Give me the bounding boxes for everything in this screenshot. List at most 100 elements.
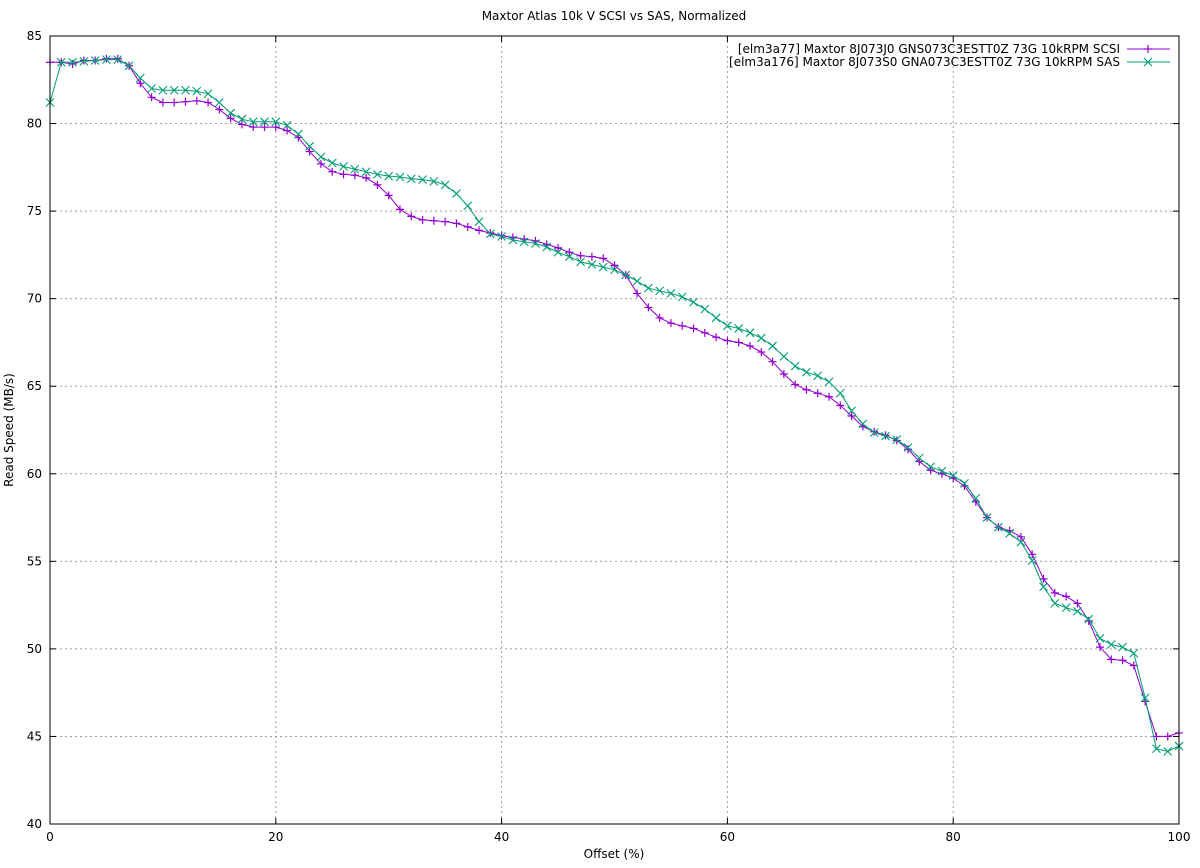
data-point [102, 55, 111, 65]
data-point [102, 54, 111, 63]
data-point [847, 411, 856, 420]
data-point [791, 380, 800, 389]
data-point [1118, 656, 1127, 665]
data-point [1129, 648, 1139, 658]
data-point [1039, 582, 1048, 592]
y-tick-label: 80 [27, 117, 42, 131]
data-point [192, 86, 202, 96]
data-point [598, 262, 608, 272]
data-point [497, 232, 506, 241]
data-point [406, 174, 416, 184]
data-point [553, 247, 563, 257]
data-point [565, 248, 574, 257]
series-sas [45, 55, 1184, 756]
data-point [1118, 642, 1127, 652]
data-point [621, 270, 631, 280]
x-tick-label: 0 [46, 830, 54, 844]
data-point [813, 389, 822, 398]
data-point [892, 436, 901, 445]
data-point [226, 108, 236, 118]
data-point [316, 152, 326, 162]
data-point [926, 462, 936, 472]
data-point [734, 324, 744, 333]
data-point [1005, 528, 1015, 538]
data-point [339, 170, 348, 179]
data-point [418, 215, 427, 224]
data-point [745, 328, 755, 338]
data-point [79, 57, 89, 66]
data-point [519, 237, 529, 247]
data-point [463, 222, 472, 231]
data-point [633, 289, 642, 298]
data-point [305, 147, 314, 156]
data-point [474, 217, 484, 227]
legend: [elm3a77] Maxtor 8J073J0 GNS073C3ESTT0Z … [729, 42, 1170, 69]
data-point [305, 141, 315, 151]
data-point [756, 333, 766, 343]
data-point [531, 239, 540, 248]
data-point [587, 260, 597, 269]
grid [50, 36, 1179, 824]
data-point [68, 60, 77, 69]
data-point [666, 319, 675, 328]
data-point [192, 96, 201, 105]
data-point [79, 56, 88, 65]
data-point [485, 229, 495, 239]
data-point [475, 226, 484, 235]
data-point [779, 369, 788, 378]
data-point [835, 388, 845, 398]
data-point [1163, 732, 1172, 741]
data-point [1140, 693, 1150, 703]
y-tick-label: 60 [27, 467, 42, 481]
x-tick-label: 100 [1168, 830, 1191, 844]
data-point [271, 117, 281, 127]
data-point [802, 385, 811, 394]
data-point [1106, 640, 1116, 649]
data-point [350, 164, 360, 174]
data-point [768, 341, 777, 351]
data-point [542, 242, 552, 252]
data-point [948, 471, 958, 480]
data-point [339, 162, 348, 171]
data-point [214, 98, 224, 107]
data-point [825, 392, 834, 401]
data-point [181, 97, 190, 106]
data-point [452, 189, 461, 198]
data-point [677, 292, 687, 302]
legend-marker [1143, 57, 1153, 67]
data-point [237, 120, 246, 129]
data-point [858, 419, 868, 429]
data-point [712, 333, 721, 342]
data-point [361, 167, 371, 177]
data-point [644, 303, 653, 312]
data-point [226, 114, 235, 123]
data-point [971, 493, 981, 503]
y-tick-label: 65 [27, 379, 42, 393]
data-point [1016, 532, 1025, 541]
data-point [678, 321, 687, 330]
data-point [914, 453, 924, 463]
data-point [870, 427, 879, 436]
data-point [124, 61, 134, 71]
data-point [700, 328, 709, 337]
data-point [486, 229, 495, 237]
data-point [316, 159, 325, 168]
data-point [441, 217, 450, 226]
data-point [847, 406, 856, 416]
data-point [373, 180, 382, 189]
data-point [362, 173, 371, 182]
data-point [260, 123, 269, 132]
data-point [135, 73, 145, 83]
data-point [915, 457, 924, 466]
data-point [892, 435, 902, 445]
data-point [203, 89, 213, 99]
data-point [1095, 633, 1105, 643]
data-point [610, 265, 619, 275]
data-point [587, 252, 596, 261]
y-tick-label: 70 [27, 292, 42, 306]
data-point [903, 443, 913, 452]
data-point [711, 313, 721, 323]
data-point [655, 313, 664, 322]
data-point [327, 158, 337, 168]
data-point [723, 336, 732, 345]
